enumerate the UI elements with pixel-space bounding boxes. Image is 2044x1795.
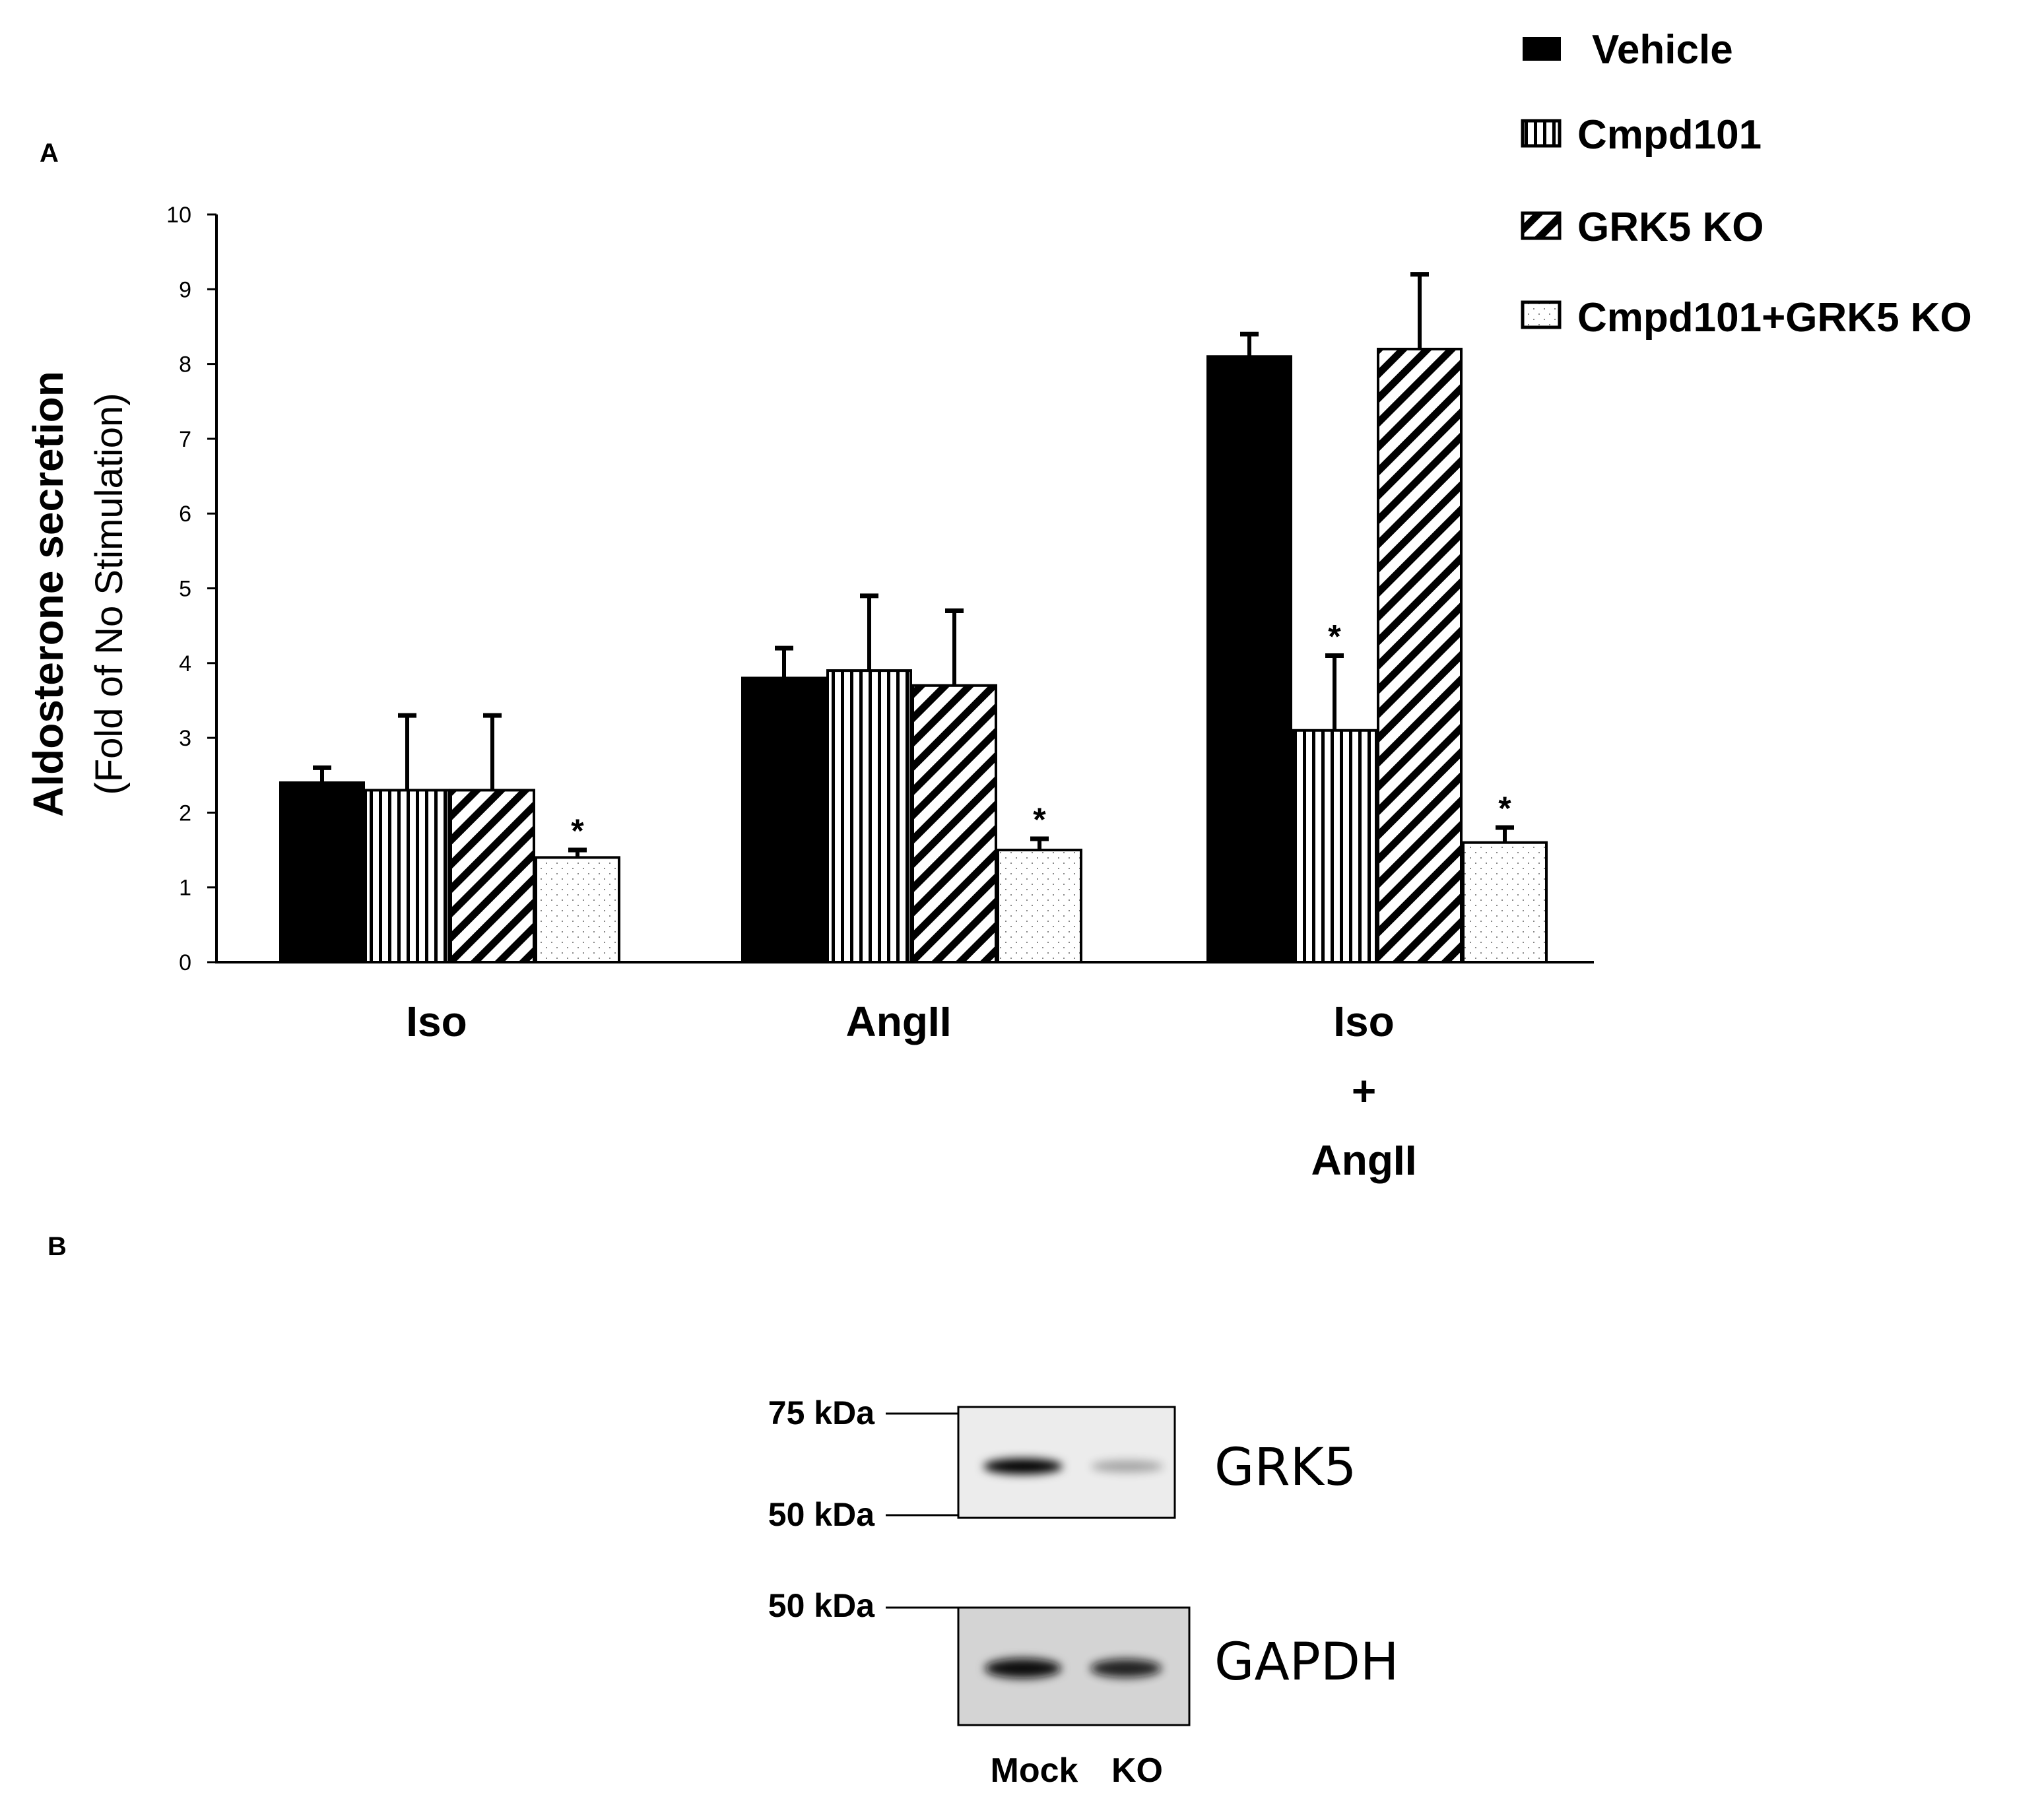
- legend-label-grk5ko: GRK5 KO: [1577, 205, 1764, 250]
- y-axis-ticks: 0 1 2 3 4 5 6 7 8 9 10: [166, 203, 216, 975]
- bar-cmpd101-grk5-ko: [997, 849, 1082, 964]
- legend-item-vehicle: Vehicle: [1523, 27, 1733, 73]
- bar-cmpd101: [1292, 729, 1377, 964]
- y-axis-label: Aldosterone secretion: [24, 371, 72, 817]
- y-tick-label: 5: [179, 577, 191, 602]
- y-tick-label: 4: [179, 651, 191, 676]
- y-tick-label: 1: [179, 876, 191, 901]
- legend-label-vehicle: Vehicle: [1592, 27, 1733, 73]
- legend-item-grk5ko: GRK5 KO: [1521, 205, 1764, 250]
- category-label: AngII: [1311, 1136, 1417, 1184]
- band-gapdh-ko: [1090, 1659, 1162, 1678]
- marker-50kda-gapdh: 50 kDa: [768, 1587, 875, 1624]
- panel-letter-a: A: [40, 139, 59, 168]
- marker-50kda-grk5: 50 kDa: [768, 1496, 875, 1533]
- legend-swatch-combo: [1521, 300, 1562, 329]
- legend-swatch-vehicle: [1523, 37, 1561, 61]
- bar-vehicle: [1206, 355, 1292, 963]
- bar-vehicle: [741, 676, 827, 963]
- bar-cmpd101-grk5-ko: [1462, 841, 1548, 963]
- bar-grk5-ko: [1377, 347, 1463, 963]
- legend-item-combo: Cmpd101+GRK5 KO: [1521, 295, 1972, 341]
- bar-cmpd101-grk5-ko: [535, 856, 620, 963]
- y-tick-label: 8: [179, 352, 191, 377]
- significance-star: *: [1498, 790, 1511, 827]
- y-axis-sublabel: (Fold of No Stimulation): [88, 393, 131, 795]
- lane-label-mock: Mock: [991, 1751, 1078, 1790]
- lane-label-ko: KO: [1111, 1751, 1163, 1790]
- band-gapdh-mock: [985, 1658, 1061, 1678]
- bar-vehicle: [279, 781, 365, 963]
- blot-gapdh-strip: 50 kDa GAPDH: [768, 1587, 1399, 1726]
- y-tick-label: 0: [179, 950, 191, 975]
- bar-grk5-ko: [449, 789, 535, 964]
- y-tick-label: 6: [179, 502, 191, 527]
- legend-swatch-grk5ko: [1521, 211, 1562, 240]
- significance-star: *: [571, 812, 584, 849]
- band-grk5-mock: [983, 1458, 1063, 1474]
- legend-swatch-cmpd101: [1521, 119, 1562, 148]
- panel-letter-b: B: [48, 1232, 67, 1261]
- blot-grk5-strip: 75 kDa 50 kDa GRK5: [768, 1394, 1357, 1533]
- bar-grk5-ko: [911, 684, 997, 964]
- band-grk5-ko: [1091, 1460, 1164, 1472]
- category-label: AngII: [846, 998, 952, 1045]
- protein-label-gapdh: GAPDH: [1214, 1633, 1399, 1692]
- marker-75kda: 75 kDa: [768, 1394, 875, 1431]
- y-tick-label: 10: [166, 203, 191, 228]
- bar-cmpd101: [826, 669, 912, 963]
- y-tick-label: 3: [179, 726, 191, 751]
- category-labels: Iso AngII Iso + AngII: [406, 998, 1416, 1184]
- legend-label-combo: Cmpd101+GRK5 KO: [1577, 295, 1972, 341]
- category-label: Iso: [1333, 998, 1394, 1045]
- category-label: +: [1352, 1067, 1376, 1115]
- y-tick-label: 9: [179, 277, 191, 302]
- significance-star: *: [1033, 801, 1046, 838]
- category-label: Iso: [406, 998, 467, 1045]
- legend-item-cmpd101: Cmpd101: [1521, 112, 1762, 158]
- protein-label-grk5: GRK5: [1214, 1438, 1356, 1497]
- legend-label-cmpd101: Cmpd101: [1577, 112, 1762, 158]
- bar-cmpd101: [364, 789, 450, 964]
- legend: Vehicle Cmpd101 GRK5 KO Cmpd101+GRK5 KO: [1521, 27, 1972, 341]
- y-tick-label: 7: [179, 427, 191, 452]
- significance-star: *: [1328, 618, 1341, 655]
- bar-series-group: * * * *: [279, 272, 1548, 964]
- y-tick-label: 2: [179, 800, 191, 826]
